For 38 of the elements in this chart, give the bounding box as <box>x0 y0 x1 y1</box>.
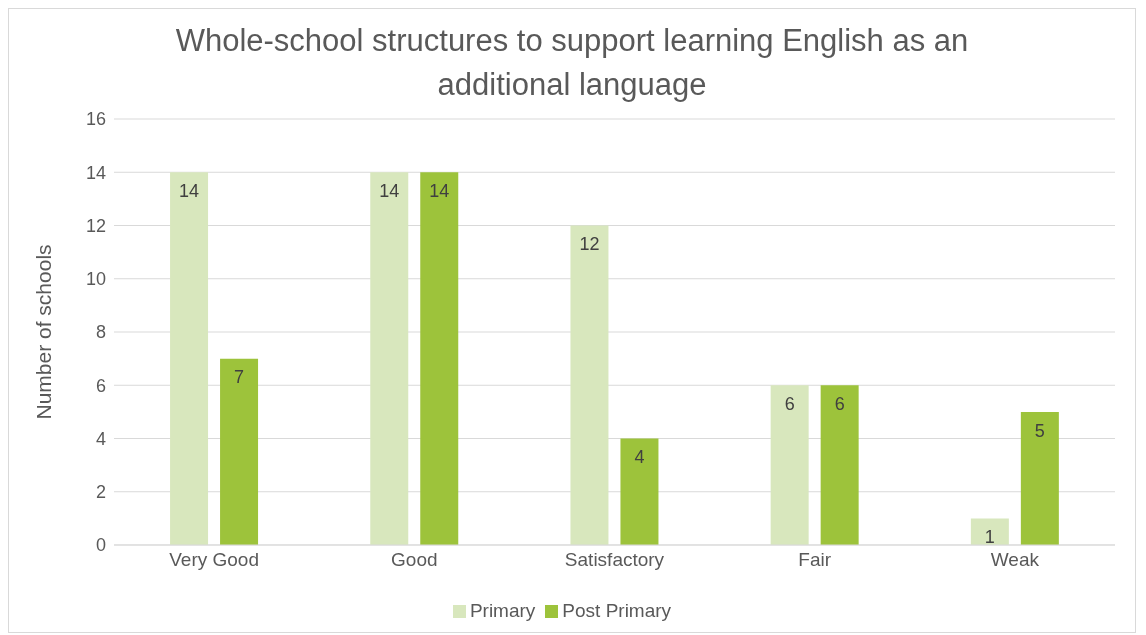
data-label: 12 <box>579 234 600 255</box>
data-label: 14 <box>379 181 400 202</box>
bar <box>370 172 409 545</box>
bar <box>420 172 459 545</box>
y-tick-label: 4 <box>95 428 106 449</box>
data-label: 4 <box>634 447 645 468</box>
data-label: 14 <box>179 181 200 202</box>
y-tick-label: 12 <box>85 215 106 236</box>
bar <box>1020 411 1059 545</box>
data-label: 1 <box>984 527 995 548</box>
y-axis-title: Number of schools <box>32 244 56 420</box>
data-label: 5 <box>1034 420 1045 441</box>
y-tick-label: 14 <box>85 162 106 183</box>
x-tick-label: Weak <box>990 549 1040 571</box>
y-tick-label: 6 <box>95 375 106 396</box>
bar <box>820 385 859 545</box>
data-label: 14 <box>429 181 450 202</box>
bar <box>570 225 609 545</box>
bar <box>170 172 209 545</box>
bar <box>620 438 659 545</box>
y-tick-label: 2 <box>95 482 106 503</box>
chart-title: Whole-school structures to support learning English as an additional language <box>174 22 970 104</box>
data-label: 6 <box>834 394 845 415</box>
y-tick-label: 0 <box>95 535 106 556</box>
bar <box>770 385 809 545</box>
data-label: 7 <box>234 367 245 388</box>
x-tick-label: Very Good <box>169 549 259 571</box>
bar <box>220 358 259 545</box>
x-tick-label: Fair <box>798 549 832 571</box>
legend-label: Post Primary <box>562 600 672 621</box>
bar <box>970 518 1009 545</box>
y-tick-label: 10 <box>85 269 106 290</box>
y-tick-label: 16 <box>85 109 106 130</box>
x-tick-label: Satisfactory <box>564 549 665 571</box>
x-tick-label: Good <box>391 549 438 571</box>
legend-label: Primary <box>469 600 536 621</box>
data-label: 6 <box>784 394 795 415</box>
y-tick-label: 8 <box>95 322 106 343</box>
